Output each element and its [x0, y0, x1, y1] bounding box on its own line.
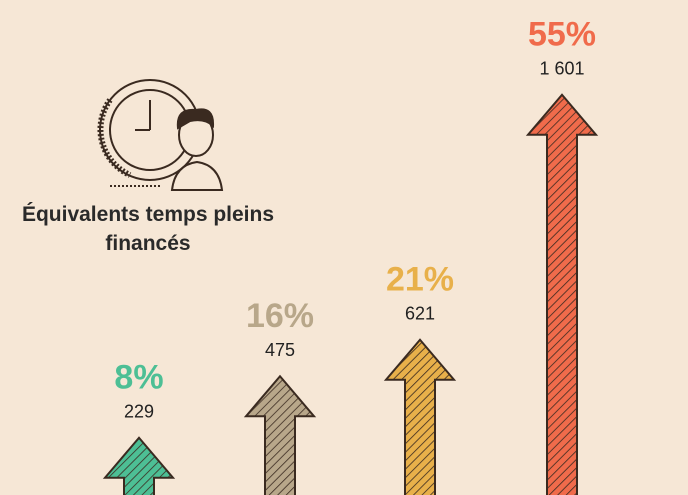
value-label: 475	[265, 340, 295, 360]
chart-title: Équivalents temps pleins financés	[20, 200, 276, 258]
infographic: 229 8% 475 16% 621 21% 1 601 55% Équivalents te…	[0, 0, 688, 495]
value-label: 621	[405, 304, 435, 324]
value-label: 229	[124, 402, 154, 422]
share-label: 8%	[114, 359, 163, 397]
share-label: 55%	[528, 16, 596, 54]
value-label: 1 601	[539, 59, 584, 79]
arrow	[246, 376, 314, 495]
icon	[100, 80, 222, 190]
arrow	[105, 438, 173, 495]
share-label: 21%	[386, 261, 454, 299]
arrow	[528, 95, 596, 495]
share-label: 16%	[246, 297, 314, 335]
arrow	[386, 340, 454, 495]
